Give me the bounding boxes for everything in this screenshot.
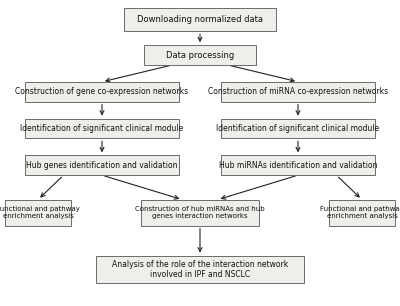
- Text: Construction of hub miRNAs and hub
genes interaction networks: Construction of hub miRNAs and hub genes…: [135, 206, 265, 219]
- Text: Analysis of the role of the interaction network
involved in IPF and NSCLC: Analysis of the role of the interaction …: [112, 259, 288, 279]
- FancyBboxPatch shape: [221, 118, 375, 138]
- Text: Identification of significant clinical module: Identification of significant clinical m…: [216, 124, 380, 133]
- FancyBboxPatch shape: [141, 200, 259, 226]
- Text: Identification of significant clinical module: Identification of significant clinical m…: [20, 124, 184, 133]
- FancyBboxPatch shape: [96, 256, 304, 283]
- Text: Data processing: Data processing: [166, 50, 234, 60]
- Text: Downloading normalized data: Downloading normalized data: [137, 15, 263, 24]
- Text: Construction of miRNA co-expression networks: Construction of miRNA co-expression netw…: [208, 87, 388, 96]
- Text: Functional and pathway
enrichment analysis: Functional and pathway enrichment analys…: [0, 206, 80, 219]
- FancyBboxPatch shape: [25, 82, 179, 102]
- FancyBboxPatch shape: [25, 155, 179, 175]
- FancyBboxPatch shape: [124, 8, 276, 31]
- FancyBboxPatch shape: [144, 45, 256, 65]
- FancyBboxPatch shape: [329, 200, 395, 226]
- Text: Functional and pathway
enrichment analysis: Functional and pathway enrichment analys…: [320, 206, 400, 219]
- FancyBboxPatch shape: [221, 155, 375, 175]
- FancyBboxPatch shape: [221, 82, 375, 102]
- Text: Construction of gene co-expression networks: Construction of gene co-expression netwo…: [16, 87, 188, 96]
- FancyBboxPatch shape: [5, 200, 71, 226]
- Text: Hub genes identification and validation: Hub genes identification and validation: [26, 161, 178, 170]
- Text: Hub miRNAs identification and validation: Hub miRNAs identification and validation: [219, 161, 377, 170]
- FancyBboxPatch shape: [25, 118, 179, 138]
